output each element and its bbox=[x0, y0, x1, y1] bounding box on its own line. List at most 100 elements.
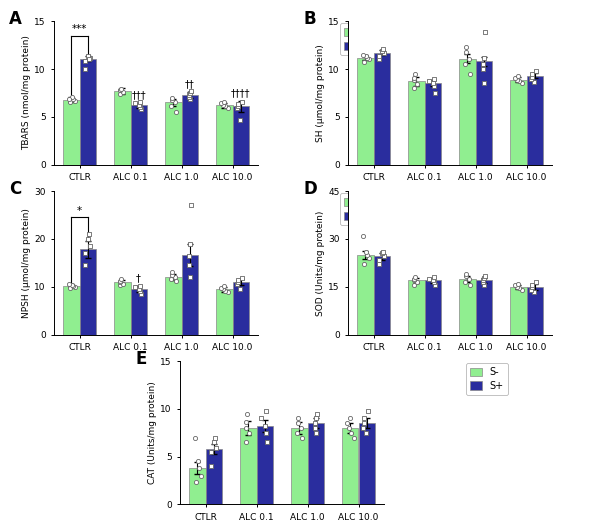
Point bbox=[118, 88, 128, 96]
Point bbox=[410, 275, 419, 283]
Point bbox=[310, 419, 320, 427]
Point bbox=[410, 273, 420, 281]
Bar bbox=[216, 105, 233, 165]
Point bbox=[166, 275, 175, 284]
Y-axis label: TBARS (nmol/mg protein): TBARS (nmol/mg protein) bbox=[22, 36, 31, 150]
Point bbox=[68, 281, 78, 290]
Point bbox=[261, 429, 271, 437]
Bar bbox=[240, 428, 257, 504]
Point bbox=[80, 249, 89, 258]
Point bbox=[362, 429, 371, 437]
Point bbox=[64, 280, 74, 288]
Point bbox=[409, 76, 419, 85]
Point bbox=[135, 287, 145, 295]
Point bbox=[242, 418, 251, 426]
Point bbox=[530, 287, 539, 296]
Point bbox=[349, 433, 359, 442]
Point bbox=[80, 57, 89, 66]
Point bbox=[68, 95, 78, 103]
Point bbox=[410, 73, 419, 82]
Point bbox=[134, 285, 144, 293]
Point bbox=[461, 43, 471, 52]
Point bbox=[527, 282, 537, 291]
Point bbox=[511, 281, 520, 289]
Point bbox=[211, 444, 221, 452]
Bar bbox=[182, 255, 198, 335]
Bar bbox=[357, 57, 373, 165]
Text: ***: *** bbox=[72, 24, 87, 34]
Point bbox=[359, 58, 369, 66]
Y-axis label: SH (μmol/mg protein): SH (μmol/mg protein) bbox=[316, 44, 325, 142]
Point bbox=[430, 281, 440, 289]
Bar bbox=[79, 250, 96, 335]
Point bbox=[244, 429, 254, 437]
Point bbox=[262, 407, 271, 415]
Bar bbox=[63, 286, 79, 335]
Point bbox=[379, 45, 388, 53]
Point bbox=[464, 275, 474, 283]
Point bbox=[187, 201, 196, 210]
Point bbox=[424, 77, 434, 85]
Point bbox=[166, 102, 175, 110]
Point bbox=[517, 286, 527, 294]
Point bbox=[293, 414, 303, 423]
Text: †: † bbox=[136, 273, 141, 283]
Point bbox=[236, 115, 245, 124]
Point bbox=[233, 100, 243, 109]
Point bbox=[217, 284, 226, 292]
Point bbox=[136, 282, 145, 290]
Bar bbox=[257, 426, 273, 504]
Point bbox=[345, 414, 355, 423]
Point bbox=[237, 98, 247, 107]
Y-axis label: SOD (Units/mg protein): SOD (Units/mg protein) bbox=[316, 210, 325, 315]
Point bbox=[461, 270, 471, 278]
Point bbox=[464, 55, 474, 64]
Point bbox=[481, 271, 490, 280]
Point bbox=[531, 67, 541, 75]
Point bbox=[233, 276, 243, 284]
Point bbox=[511, 73, 520, 82]
Bar bbox=[233, 106, 249, 165]
Bar bbox=[459, 279, 476, 335]
Bar bbox=[459, 58, 476, 165]
Point bbox=[67, 280, 77, 289]
Bar bbox=[63, 100, 79, 165]
Point bbox=[465, 281, 475, 289]
Point bbox=[428, 276, 438, 285]
Point bbox=[527, 70, 537, 78]
Point bbox=[116, 275, 126, 284]
Text: *: * bbox=[77, 206, 82, 216]
Point bbox=[233, 280, 242, 289]
Point bbox=[83, 52, 93, 61]
Bar bbox=[373, 53, 390, 165]
Point bbox=[185, 89, 194, 97]
Bar bbox=[425, 280, 441, 335]
Bar bbox=[114, 91, 131, 165]
Point bbox=[527, 72, 537, 81]
Point bbox=[364, 55, 373, 64]
Text: B: B bbox=[303, 10, 316, 28]
Bar bbox=[359, 423, 375, 504]
Point bbox=[236, 285, 245, 293]
Text: †††: ††† bbox=[131, 90, 146, 100]
Point bbox=[478, 65, 488, 73]
Point bbox=[362, 251, 372, 259]
Bar bbox=[476, 280, 492, 335]
Point bbox=[527, 286, 536, 294]
Point bbox=[430, 74, 439, 83]
Bar bbox=[165, 277, 182, 335]
Point bbox=[233, 278, 243, 286]
Bar bbox=[408, 280, 425, 335]
Point bbox=[478, 276, 488, 285]
Y-axis label: NPSH (μmol/mg protein): NPSH (μmol/mg protein) bbox=[22, 208, 31, 318]
Point bbox=[67, 93, 77, 101]
Point bbox=[184, 251, 194, 260]
Point bbox=[115, 278, 125, 286]
Legend: S-, S+: S-, S+ bbox=[466, 363, 508, 395]
Legend: S-, S+: S-, S+ bbox=[340, 193, 382, 225]
Point bbox=[409, 84, 418, 92]
Point bbox=[241, 424, 251, 432]
Point bbox=[70, 96, 79, 105]
Point bbox=[85, 230, 94, 238]
Text: A: A bbox=[9, 10, 22, 28]
